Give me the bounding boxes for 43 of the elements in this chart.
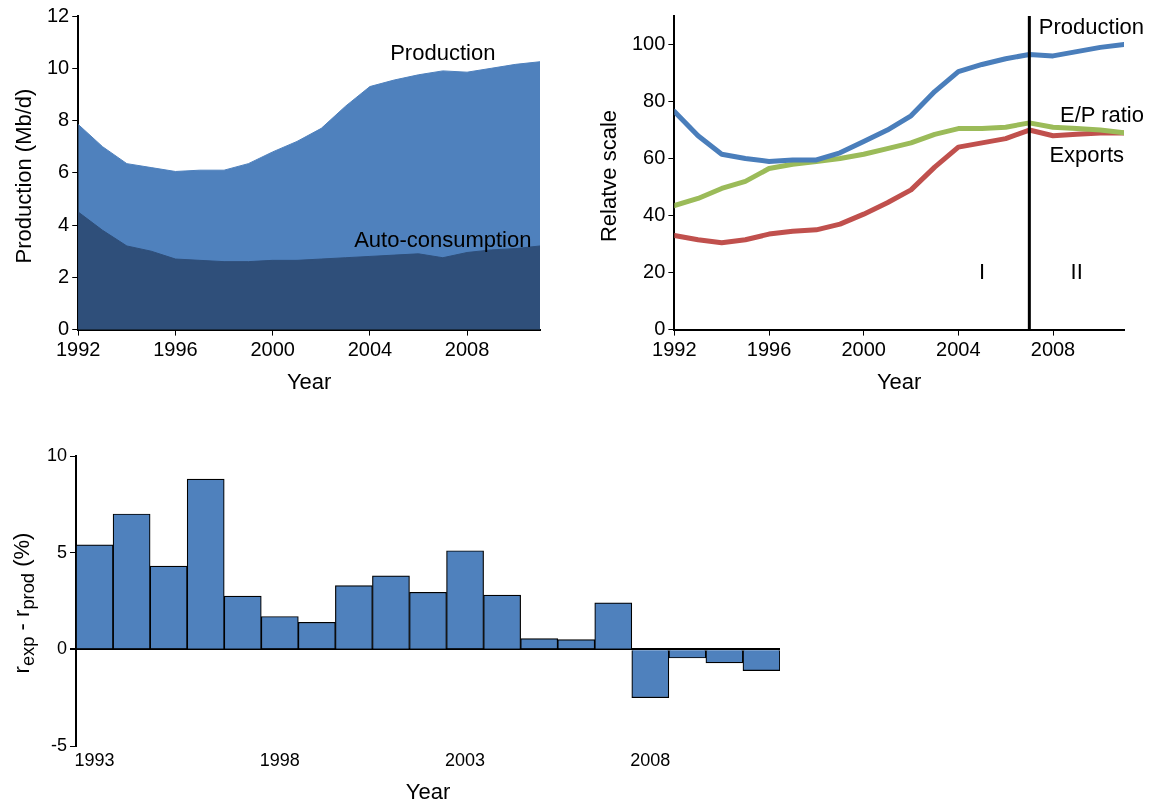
- y-tick-label: 100: [631, 32, 666, 55]
- y-axis-title: Relatve scale: [596, 109, 622, 243]
- x-tick-label: 1996: [746, 338, 792, 361]
- y-tick-label: 12: [47, 3, 70, 26]
- y-tick-label: 0: [654, 317, 666, 340]
- x-tick-label: 2000: [250, 338, 295, 361]
- x-axis-title: Year: [876, 368, 922, 394]
- x-tick-label: 1992: [652, 338, 697, 361]
- x-tick-label: 2000: [841, 338, 886, 361]
- x-axis-title: Year: [286, 368, 332, 394]
- y-tick-label: 6: [58, 160, 70, 183]
- series-label: Production: [1038, 13, 1144, 39]
- x-tick-label: 2008: [444, 338, 490, 361]
- x-tick-label: 2008: [1030, 338, 1076, 361]
- x-tick-label: 2008: [630, 749, 671, 770]
- y-tick-label: 4: [58, 212, 70, 235]
- annotation: II: [1070, 259, 1083, 285]
- y-tick-label: 20: [643, 260, 666, 283]
- y-tick-label: 60: [643, 146, 666, 169]
- x-tick-label: 2004: [936, 338, 981, 361]
- y-tick-label: 0: [58, 317, 70, 340]
- x-axis-title: Year: [405, 778, 451, 804]
- series-label: Exports: [1049, 141, 1124, 167]
- x-tick-label: 1996: [153, 338, 198, 361]
- series-label: E/P ratio: [1060, 101, 1144, 127]
- series-label: Auto-consumption: [354, 226, 532, 252]
- x-tick-label: 2004: [347, 338, 393, 361]
- x-tick-label: 2003: [445, 749, 486, 770]
- y-axis-title: Production (Mb/d): [11, 88, 37, 264]
- y-tick-label: 10: [47, 55, 70, 78]
- y-tick-label: 0: [57, 638, 68, 659]
- y-tick-label: -5: [51, 734, 68, 755]
- y-tick-label: 80: [643, 89, 666, 112]
- y-tick-label: 8: [58, 108, 70, 131]
- series-label: Production: [390, 39, 496, 65]
- y-tick-label: 40: [643, 203, 666, 226]
- x-tick-label: 1998: [259, 749, 300, 770]
- y-tick-label: 2: [58, 264, 70, 287]
- x-tick-label: 1992: [56, 338, 101, 361]
- y-tick-label: 10: [46, 444, 68, 465]
- x-tick-label: 1993: [74, 749, 115, 770]
- y-tick-label: 5: [57, 541, 68, 562]
- annotation: I: [978, 259, 986, 285]
